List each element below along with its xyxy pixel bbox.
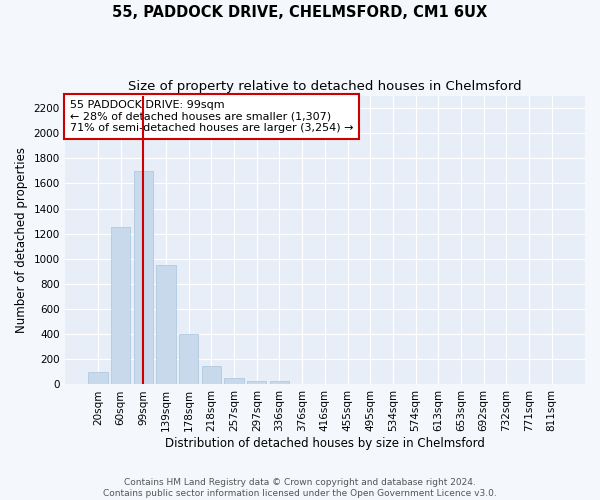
Bar [247,380,266,384]
Bar [202,366,221,384]
Bar [179,334,199,384]
Y-axis label: Number of detached properties: Number of detached properties [15,147,28,333]
X-axis label: Distribution of detached houses by size in Chelmsford: Distribution of detached houses by size … [165,437,485,450]
Text: 55, PADDOCK DRIVE, CHELMSFORD, CM1 6UX: 55, PADDOCK DRIVE, CHELMSFORD, CM1 6UX [112,5,488,20]
Bar [224,378,244,384]
Bar [157,265,176,384]
Bar [111,228,130,384]
Bar [88,372,107,384]
Text: 55 PADDOCK DRIVE: 99sqm
← 28% of detached houses are smaller (1,307)
71% of semi: 55 PADDOCK DRIVE: 99sqm ← 28% of detache… [70,100,353,133]
Title: Size of property relative to detached houses in Chelmsford: Size of property relative to detached ho… [128,80,521,93]
Bar [134,171,153,384]
Text: Contains HM Land Registry data © Crown copyright and database right 2024.
Contai: Contains HM Land Registry data © Crown c… [103,478,497,498]
Bar [270,382,289,384]
